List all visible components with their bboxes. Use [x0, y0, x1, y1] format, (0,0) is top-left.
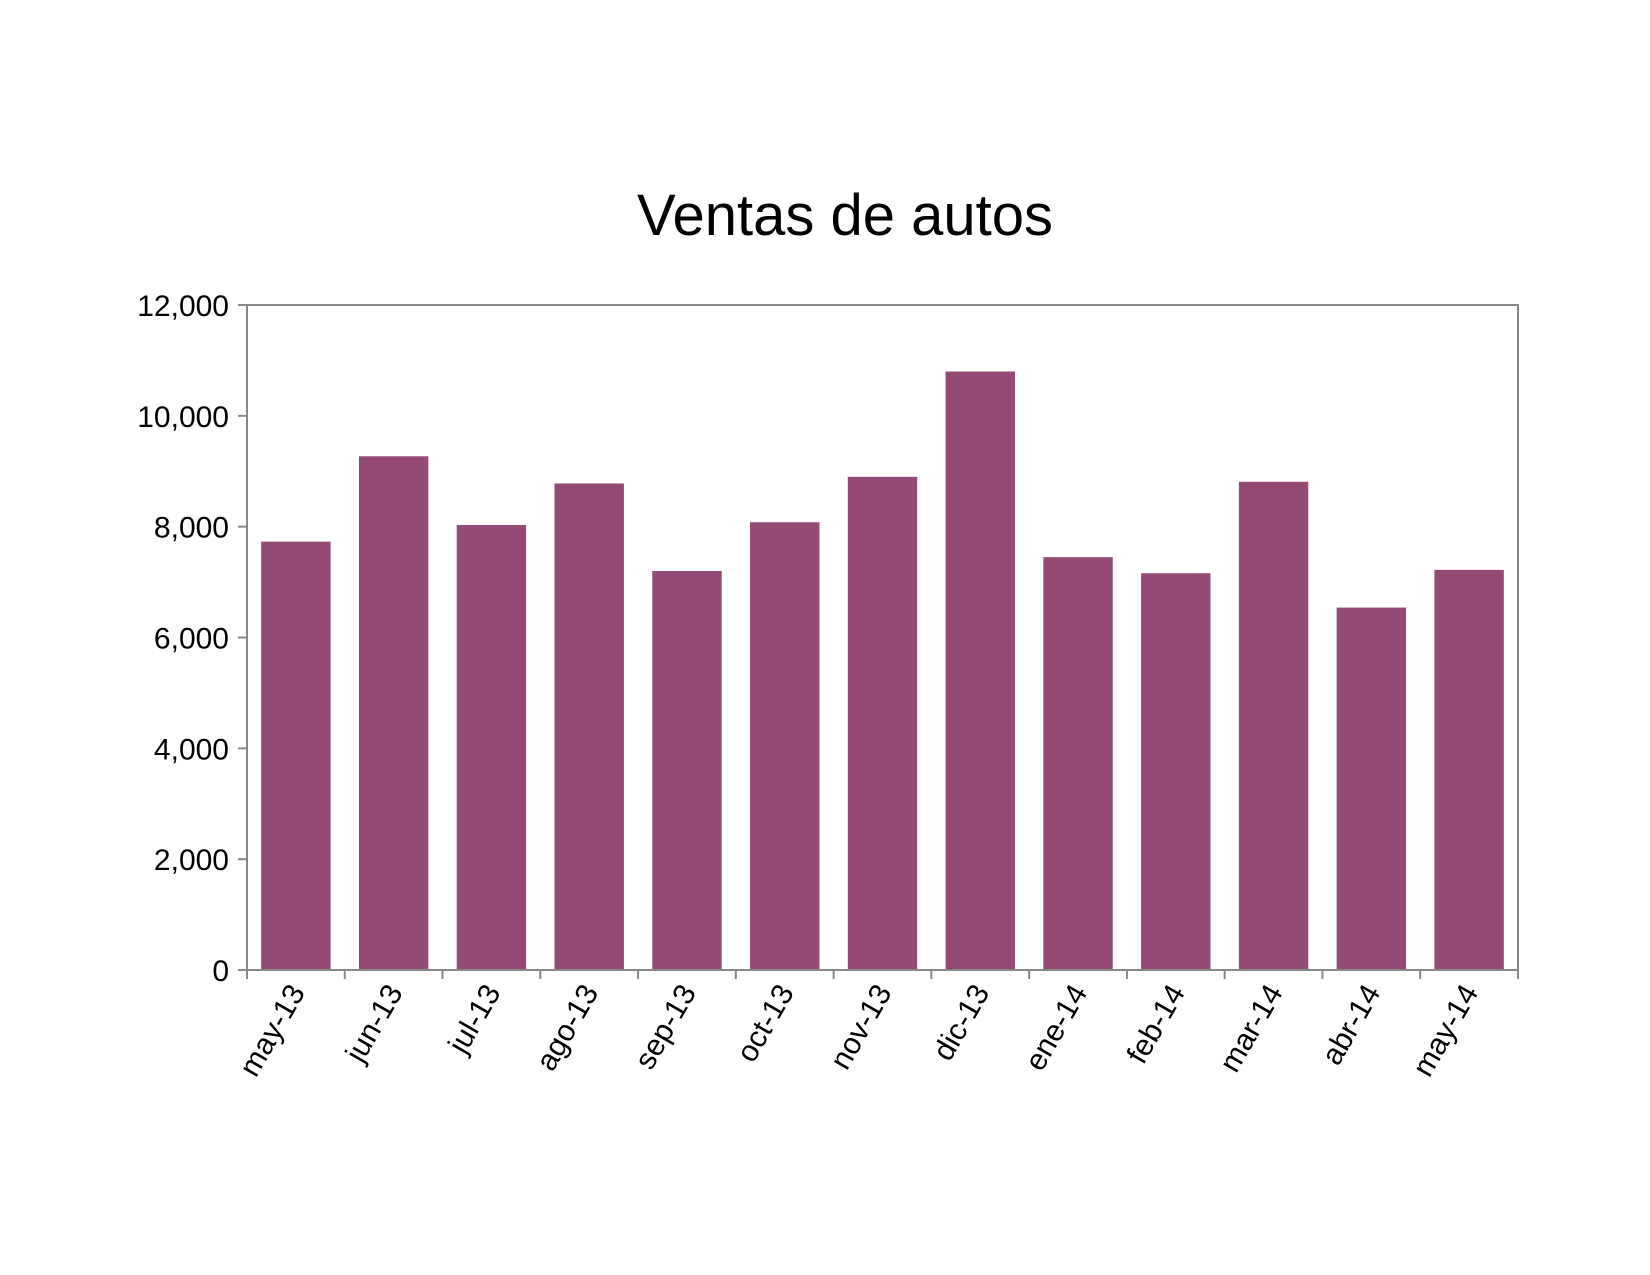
x-tick-label: may-13	[233, 979, 312, 1082]
y-tick-label: 2,000	[154, 844, 229, 877]
x-tick-label: mar-14	[1214, 979, 1290, 1078]
x-tick-label: ene-14	[1019, 979, 1094, 1076]
x-tick-label: jul-13	[442, 979, 508, 1060]
y-tick-label: 4,000	[154, 733, 229, 766]
bar-feb-14	[1141, 573, 1211, 970]
x-tick-label: feb-14	[1121, 979, 1192, 1069]
y-tick-label: 12,000	[137, 290, 229, 323]
x-tick-label: ago-13	[530, 979, 605, 1076]
bar-mar-14	[1238, 481, 1309, 970]
x-tick-label: nov-13	[824, 979, 898, 1075]
x-tick-label: jun-13	[339, 979, 410, 1069]
x-tick-label: oct-13	[731, 979, 801, 1068]
x-axis-ticks: may-13 jun-13 jul-13 ago-13 sep-13 oct-13 nov-…	[233, 970, 1519, 1082]
x-tick-label: may-14	[1407, 979, 1486, 1082]
bars-group	[261, 371, 1504, 971]
y-tick-label: 0	[212, 955, 229, 988]
bar-ago-13	[554, 483, 624, 970]
bar-nov-13	[847, 476, 918, 970]
bar-jun-13	[358, 456, 429, 971]
y-axis-ticks: 0 2,000 4,000 6,000 8,000 10,000 12,000	[137, 290, 247, 988]
x-tick-label: sep-13	[629, 979, 703, 1075]
y-tick-label: 10,000	[137, 401, 229, 434]
bar-abr-14	[1336, 607, 1407, 970]
bar-ene-14	[1043, 557, 1113, 970]
bar-jul-13	[456, 525, 527, 970]
x-tick-label: abr-14	[1315, 979, 1387, 1071]
bar-oct-13	[750, 522, 820, 970]
bar-dic-13	[945, 371, 1015, 970]
y-tick-label: 8,000	[154, 512, 229, 545]
bar-sep-13	[652, 571, 722, 970]
chart-title: Ventas de autos	[637, 183, 1053, 248]
bar-may-13	[261, 541, 331, 970]
bar-may-14	[1434, 569, 1504, 970]
x-tick-label: dic-13	[927, 979, 996, 1066]
y-tick-label: 6,000	[154, 623, 229, 656]
